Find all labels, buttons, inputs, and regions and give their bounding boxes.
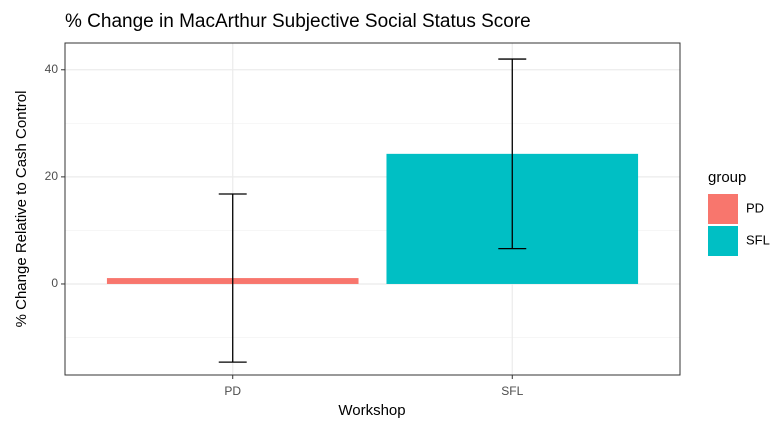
legend-key (708, 226, 738, 256)
error-bar (498, 58, 527, 250)
legend-label: PD (746, 200, 764, 215)
y-tick-label: 0 (51, 276, 58, 290)
chart-title: % Change in MacArthur Subjective Social … (65, 11, 531, 32)
legend-label: SFL (746, 232, 770, 247)
legend-key (708, 194, 738, 224)
y-axis-title: % Change Relative to Cash Control (13, 91, 30, 328)
x-tick-label: PD (224, 384, 241, 398)
error-bar (218, 193, 247, 363)
x-tick-label: SFL (501, 384, 523, 398)
x-axis-title: Workshop (338, 402, 405, 419)
y-tick-label: 40 (45, 62, 59, 76)
y-tick-label: 20 (45, 169, 59, 183)
legend-title: group (708, 169, 746, 186)
panel-border (64, 42, 681, 376)
